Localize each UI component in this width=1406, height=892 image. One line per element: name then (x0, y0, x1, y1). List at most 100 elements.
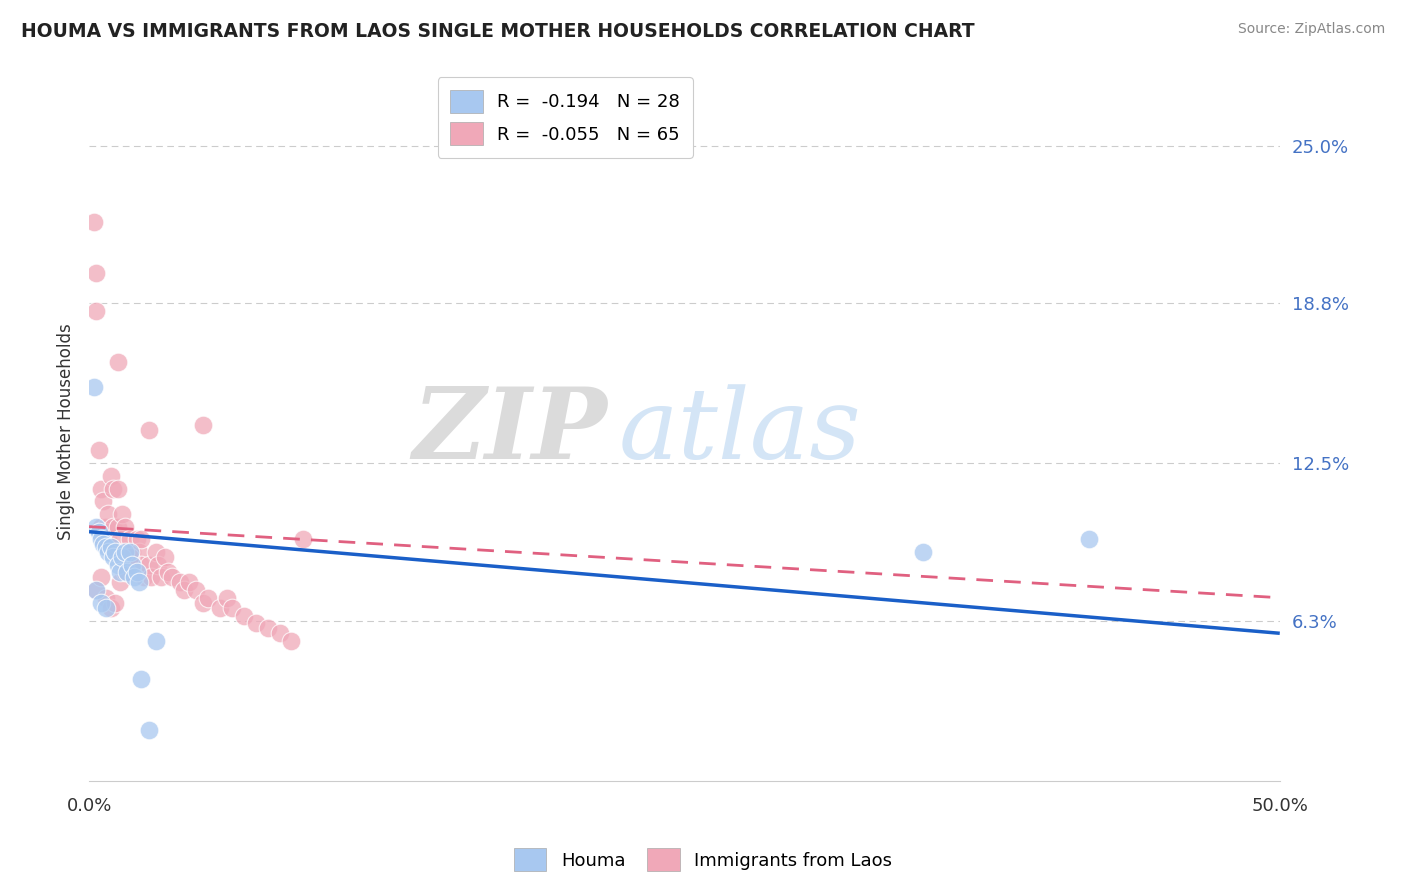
Point (115, 566, 138, 580)
Point (87, 524, 110, 539)
Point (84, 303, 107, 318)
Point (118, 545, 141, 559)
Point (292, 533, 315, 547)
Point (209, 600, 232, 615)
Point (121, 558, 143, 572)
Point (101, 519, 124, 533)
Point (245, 616, 267, 631)
Point (132, 570, 155, 584)
Point (145, 633, 167, 648)
Point (100, 468, 122, 483)
Point (138, 423, 160, 437)
Point (84, 583, 107, 598)
Point (169, 575, 191, 590)
Point (217, 591, 239, 605)
Point (104, 545, 127, 559)
Point (104, 596, 127, 610)
Point (256, 621, 278, 635)
Point (94, 600, 117, 615)
Point (128, 575, 150, 590)
Point (139, 570, 162, 584)
Point (156, 566, 179, 580)
Point (87, 443, 110, 458)
Point (107, 354, 129, 368)
Point (111, 550, 134, 565)
Point (107, 519, 129, 533)
Point (186, 583, 208, 598)
Legend: R =  -0.194   N = 28, R =  -0.055   N = 65: R = -0.194 N = 28, R = -0.055 N = 65 (437, 78, 693, 158)
Point (100, 540, 122, 554)
Point (84, 519, 107, 533)
Point (173, 583, 195, 598)
Point (114, 566, 136, 580)
Point (90, 519, 112, 533)
Text: ZIP: ZIP (412, 384, 607, 480)
Point (104, 545, 127, 559)
Point (90, 533, 112, 547)
Text: Source: ZipAtlas.com: Source: ZipAtlas.com (1237, 22, 1385, 37)
Point (125, 566, 148, 580)
Point (93, 533, 115, 547)
Point (149, 570, 172, 584)
Point (93, 494, 115, 508)
Point (232, 608, 254, 623)
Point (138, 723, 160, 737)
Y-axis label: Single Mother Households: Single Mother Households (58, 323, 75, 540)
Point (115, 545, 138, 559)
Point (111, 507, 134, 521)
Point (131, 558, 153, 572)
Point (162, 570, 184, 584)
Point (101, 482, 124, 496)
Point (114, 519, 136, 533)
Point (1078, 533, 1101, 547)
Point (114, 558, 136, 572)
Point (101, 550, 124, 565)
Point (107, 482, 129, 496)
Point (145, 545, 167, 559)
Text: atlas: atlas (619, 384, 862, 479)
Point (131, 672, 153, 686)
Point (124, 558, 146, 572)
Point (108, 533, 131, 547)
Point (108, 566, 131, 580)
Text: HOUMA VS IMMIGRANTS FROM LAOS SINGLE MOTHER HOUSEHOLDS CORRELATION CHART: HOUMA VS IMMIGRANTS FROM LAOS SINGLE MOT… (21, 22, 974, 41)
Point (124, 570, 146, 584)
Point (94, 591, 117, 605)
Point (94, 540, 117, 554)
Point (90, 596, 112, 610)
Point (111, 545, 134, 559)
Point (125, 533, 148, 547)
Point (84, 583, 107, 598)
Point (193, 596, 215, 610)
Point (121, 545, 143, 559)
Point (118, 550, 141, 565)
Point (97, 507, 120, 521)
Point (280, 633, 302, 648)
Point (197, 591, 219, 605)
Point (108, 575, 131, 590)
Point (269, 626, 291, 640)
Point (128, 545, 150, 559)
Point (94, 519, 117, 533)
Point (90, 482, 112, 496)
Point (131, 533, 153, 547)
Legend: Houma, Immigrants from Laos: Houma, Immigrants from Laos (506, 841, 900, 879)
Point (93, 537, 115, 551)
Point (155, 550, 177, 565)
Point (107, 558, 129, 572)
Point (118, 533, 141, 547)
Point (100, 600, 122, 615)
Point (146, 558, 169, 572)
Point (90, 570, 112, 584)
Point (138, 558, 160, 572)
Point (97, 533, 120, 547)
Point (83, 380, 105, 394)
Point (114, 545, 136, 559)
Point (221, 600, 243, 615)
Point (911, 545, 934, 559)
Point (84, 266, 107, 280)
Point (177, 575, 200, 590)
Point (83, 215, 105, 229)
Point (193, 417, 215, 432)
Point (97, 545, 120, 559)
